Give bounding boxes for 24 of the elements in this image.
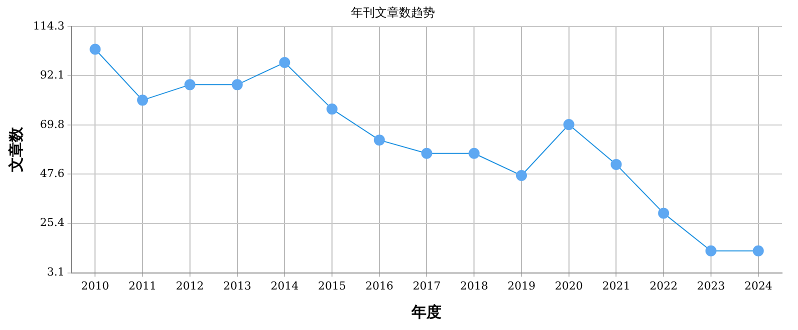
x-axis-title: 年度 — [410, 302, 442, 321]
x-tick-label: 2018 — [460, 279, 488, 292]
x-tick-label: 2023 — [696, 279, 725, 292]
x-tick-label: 2010 — [81, 279, 110, 292]
x-tick-label: 2012 — [176, 279, 204, 292]
chart-title: 年刊文章数趋势 — [351, 5, 435, 20]
x-tick-label: 2024 — [744, 279, 772, 292]
y-tick-label: 92.1 — [40, 68, 64, 82]
y-tick-label: 47.6 — [40, 167, 64, 180]
x-tick-label: 2011 — [128, 279, 157, 292]
y-tick-label: 114.3 — [32, 19, 64, 32]
x-tick-label: 2014 — [270, 279, 299, 292]
y-axis-title: 文章数 — [6, 126, 25, 174]
y-tick-label: 25.4 — [40, 216, 64, 230]
x-tick-label: 2020 — [554, 279, 583, 292]
y-tick-label: 69.8 — [40, 118, 64, 131]
y-tick-label: 3.1 — [46, 266, 64, 279]
x-tick-label: 2015 — [318, 279, 346, 292]
x-tick-label: 2021 — [602, 279, 630, 292]
x-tick-label: 2013 — [223, 279, 252, 292]
x-tick-label: 2017 — [412, 279, 441, 292]
x-tick-label: 2022 — [650, 279, 678, 292]
x-tick-label: 2019 — [507, 279, 536, 292]
x-tick-label: 2016 — [365, 279, 394, 292]
